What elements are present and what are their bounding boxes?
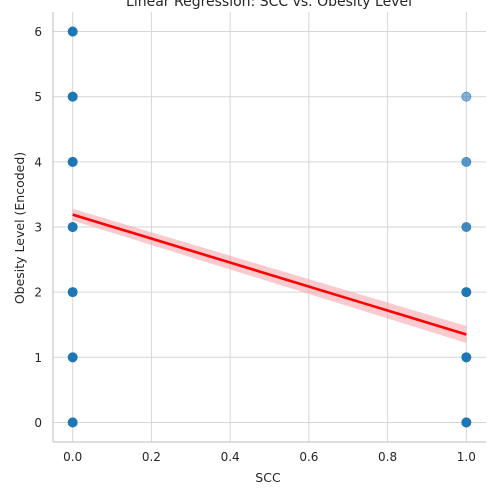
chart-title: Linear Regression: SCC vs. Obesity Level [126, 0, 412, 10]
y-tick-label: 1 [34, 351, 42, 365]
y-axis-label: Obesity Level (Encoded) [12, 152, 27, 304]
scatter-point [461, 417, 472, 428]
scatter-point [67, 417, 78, 428]
x-tick-labels: 0.0 0.2 0.4 0.6 0.8 1.0 [63, 450, 476, 464]
scatter-point [67, 26, 78, 37]
x-axis-label: SCC [255, 470, 281, 485]
y-tick-labels: 0 1 2 3 4 5 6 [34, 25, 42, 430]
scatter-point [67, 222, 78, 232]
y-tick-label: 4 [34, 155, 42, 169]
scatter-point [67, 287, 78, 298]
scatter-point [67, 352, 78, 363]
scatter-point [67, 156, 78, 167]
x-tick-label: 0.4 [221, 450, 240, 464]
regression-line-layer [72, 213, 467, 336]
y-tick-label: 2 [34, 286, 42, 300]
axes-spines [52, 12, 486, 443]
x-tick-label: 0.2 [142, 450, 161, 464]
scatter-point [461, 222, 472, 232]
scatter-point [461, 156, 472, 167]
grid [53, 12, 486, 442]
regression-line [72, 213, 467, 336]
scatter-point [461, 352, 472, 363]
y-tick-label: 6 [34, 25, 42, 39]
scatter-point [461, 287, 472, 298]
scatter-point [461, 91, 472, 102]
x-tick-label: 0.8 [378, 450, 397, 464]
x-tick-label: 0.6 [299, 450, 318, 464]
x-tick-label: 0.0 [63, 450, 82, 464]
y-tick-label: 3 [34, 221, 42, 235]
x-tick-label: 1.0 [457, 450, 476, 464]
y-tick-label: 0 [34, 416, 42, 430]
scatter-points [67, 26, 472, 428]
scatter-point [67, 91, 78, 102]
y-tick-label: 5 [34, 90, 42, 104]
